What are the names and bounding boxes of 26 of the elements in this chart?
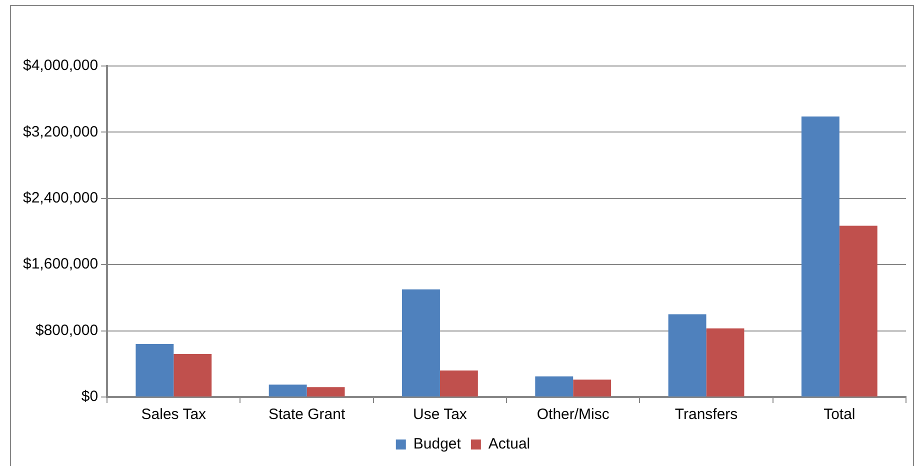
bar bbox=[136, 344, 174, 396]
x-tick-label: Sales Tax bbox=[141, 406, 207, 424]
bar bbox=[402, 289, 440, 396]
bar bbox=[268, 384, 307, 396]
bar bbox=[706, 328, 744, 396]
y-tick-label: $3,200,000 bbox=[22, 123, 98, 140]
x-tick-label: Transfers bbox=[674, 406, 738, 424]
bar bbox=[535, 376, 574, 396]
y-tick-label: $1,600,000 bbox=[22, 256, 98, 273]
x-tick-label: Use Tax bbox=[413, 406, 468, 424]
bar bbox=[668, 314, 706, 396]
x-tick-label: State Grant bbox=[268, 406, 346, 424]
bar bbox=[306, 387, 345, 396]
legend-label: Actual bbox=[488, 436, 530, 453]
y-tick-label: $2,400,000 bbox=[22, 190, 98, 207]
bar bbox=[839, 226, 878, 396]
bar bbox=[573, 380, 612, 396]
bar bbox=[174, 354, 212, 396]
y-tick-label: $800,000 bbox=[35, 322, 98, 339]
bar bbox=[440, 370, 478, 396]
x-tick-label: Total bbox=[824, 406, 856, 424]
x-tick-label: Other/Misc bbox=[536, 406, 610, 424]
y-tick-label: $4,000,000 bbox=[22, 57, 98, 74]
bar bbox=[801, 116, 840, 396]
legend-label: Budget bbox=[413, 436, 462, 453]
y-tick-label: $0 bbox=[81, 388, 98, 406]
